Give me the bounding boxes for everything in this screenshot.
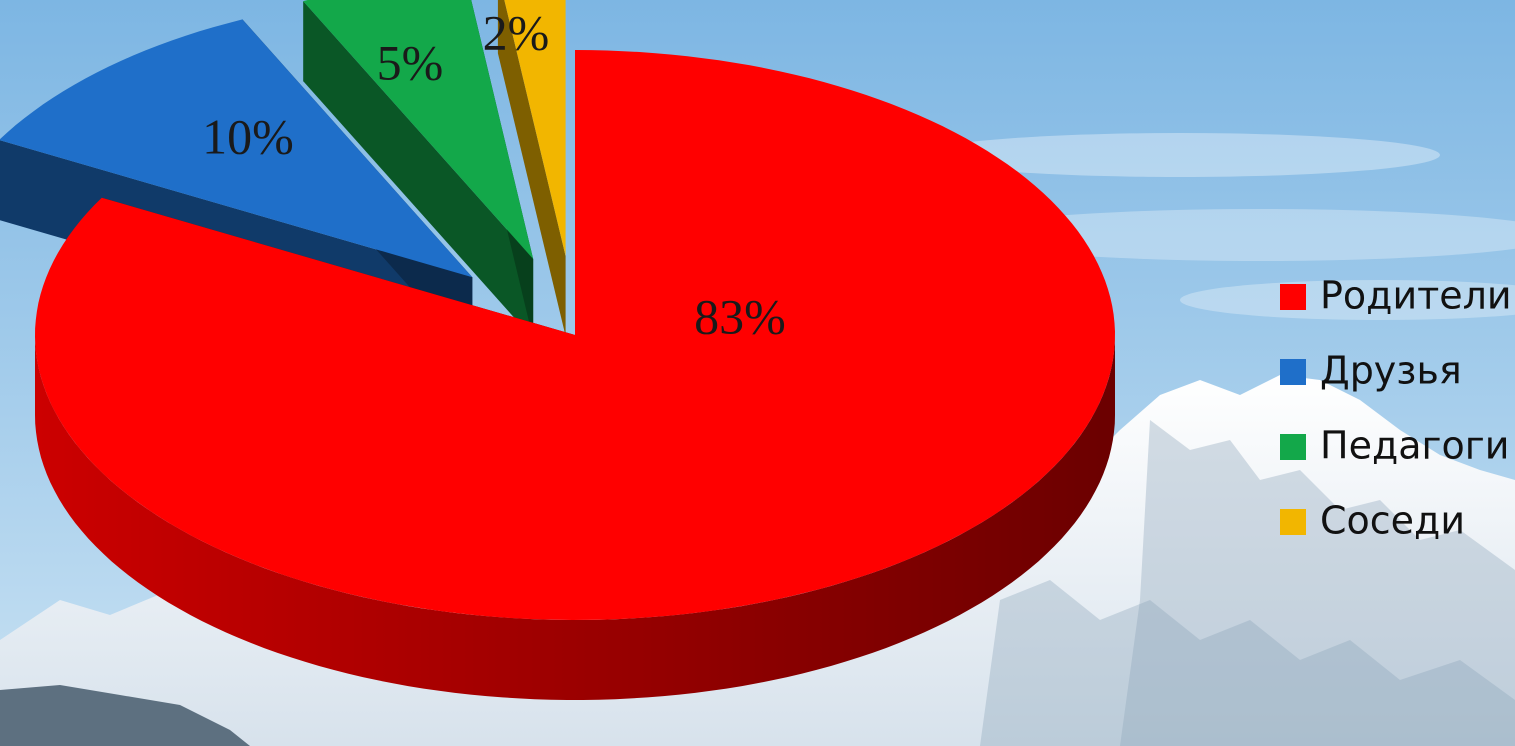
slice-top-face: [35, 50, 1115, 620]
slice-rim: [35, 335, 1115, 700]
pie-slice-3: [497, 0, 566, 336]
cloud: [1180, 280, 1515, 320]
slice-top-face: [0, 19, 473, 278]
pie-slice-2: [303, 0, 534, 339]
legend-swatch: [1280, 434, 1306, 460]
legend-swatch: [1280, 509, 1306, 535]
legend-item-3: Соседи: [1280, 499, 1465, 543]
legend-label: Родители: [1320, 274, 1512, 318]
slice-top-face: [504, 0, 566, 256]
value-label-3: 2%: [483, 4, 550, 60]
legend-swatch: [1280, 284, 1306, 310]
value-labels: 83% 10% 5% 2%: [202, 4, 786, 344]
value-label-2: 5%: [377, 34, 444, 90]
legend-item-2: Педагоги: [1280, 424, 1509, 468]
legend-swatch: [1280, 359, 1306, 385]
legend-label: Педагоги: [1320, 424, 1509, 468]
mountain-shadow: [1120, 420, 1515, 746]
legend-label: Соседи: [1320, 499, 1465, 543]
slice-top-face: [303, 0, 534, 259]
slice-side-face: [497, 0, 566, 336]
mountain-shadow: [980, 580, 1515, 746]
legend-item-1: Друзья: [1280, 349, 1462, 393]
pie-3d: [0, 0, 1115, 700]
pie-slice-0: [35, 50, 1115, 700]
cloud: [920, 133, 1440, 177]
value-label-0: 83%: [694, 288, 786, 344]
slice-side-face: [303, 1, 534, 339]
legend: Родители Друзья Педагоги Соседи: [1280, 274, 1512, 543]
dark-rock-foreground: [0, 685, 250, 746]
legend-item-0: Родители: [1280, 274, 1512, 318]
cloud: [960, 209, 1515, 261]
value-label-1: 10%: [202, 108, 294, 164]
legend-label: Друзья: [1320, 349, 1462, 393]
